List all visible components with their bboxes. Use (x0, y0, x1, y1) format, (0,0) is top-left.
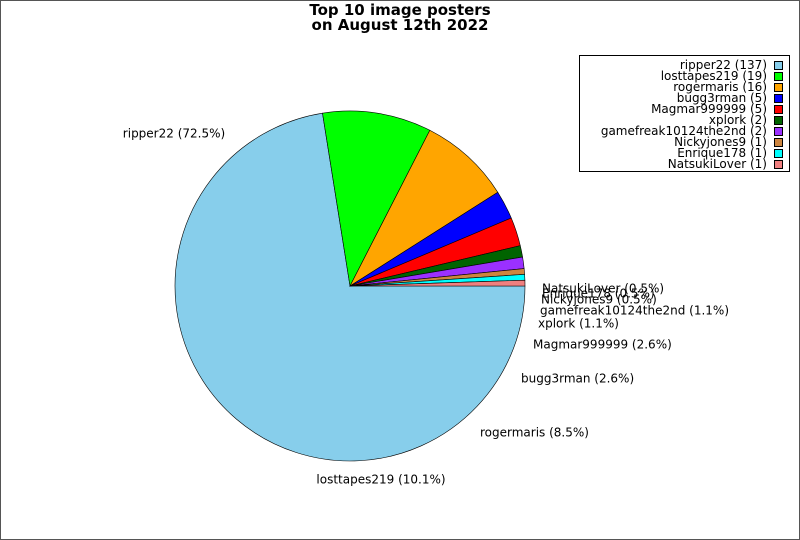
legend: ripper22 (137) losttapes219 (19) rogermari… (579, 55, 790, 172)
pie-label-bugg3rman: bugg3rman (2.6%) (521, 372, 634, 386)
pie-slice-natsukilover (349, 279, 526, 287)
legend-swatch (774, 149, 783, 158)
pie-label-gamefreak10124the2nd: gamefreak10124the2nd (1.1%) (540, 304, 729, 318)
legend-item-enrique178: Enrique178 (1) (677, 146, 783, 160)
legend-item-bugg3rman: bugg3rman (5) (676, 91, 783, 105)
chart-title-line-1: Top 10 image posters (309, 1, 491, 19)
legend-swatch (774, 61, 783, 70)
legend-label: xplork (2) (708, 113, 767, 127)
legend-item-rogermaris: rogermaris (16) (673, 80, 783, 94)
legend-label: ripper22 (137) (679, 58, 767, 72)
pie-label-xplork: xplork (1.1%) (538, 317, 619, 331)
legend-swatch (774, 160, 783, 169)
legend-swatch (774, 72, 783, 81)
legend-label: NatsukiLover (1) (667, 157, 767, 171)
legend-item-ripper22: ripper22 (137) (679, 58, 783, 72)
pie-label-nickyjones9: Nickyjones9 (0.5%) (541, 293, 657, 307)
pie-label-enrique178: Enrique178 (0.5%) (542, 287, 655, 301)
pie-label-ripper22: ripper22 (72.5%) (123, 127, 225, 141)
legend-label: gamefreak10124the2nd (2) (600, 124, 767, 138)
legend-swatch (774, 83, 783, 92)
legend-item-gamefreak10124the2nd: gamefreak10124the2nd (2) (600, 124, 783, 138)
legend-swatch (774, 138, 783, 147)
legend-label: losttapes219 (19) (660, 69, 767, 83)
pie-slices (174, 110, 526, 462)
pie-label-rogermaris: rogermaris (8.5%) (480, 426, 589, 440)
chart-title-line-2: on August 12th 2022 (311, 16, 489, 34)
legend-item-natsukilover: NatsukiLover (1) (667, 157, 783, 171)
legend-label: Magmar999999 (5) (651, 102, 767, 116)
legend-swatch (774, 127, 783, 136)
legend-swatch (774, 94, 783, 103)
pie-slice-losttapes219 (322, 110, 431, 287)
legend-item-xplork: xplork (2) (708, 113, 783, 127)
pie-label-losttapes219: losttapes219 (10.1%) (316, 473, 445, 487)
legend-label: rogermaris (16) (673, 80, 767, 94)
pie-label-natsukilover: NatsukiLover (0.5%) (542, 282, 664, 296)
pie-slice-ripper22 (174, 112, 526, 462)
legend-item-nickyjones9: Nickyjones9 (1) (674, 135, 783, 149)
pie-label-magmar999999: Magmar999999 (2.6%) (533, 338, 672, 352)
pie-slice-rogermaris (349, 129, 499, 287)
legend-swatch (774, 105, 783, 114)
legend-item-losttapes219: losttapes219 (19) (660, 69, 783, 83)
legend-label: Enrique178 (1) (677, 146, 767, 160)
legend-label: bugg3rman (5) (676, 91, 767, 105)
chart-title: Top 10 image posters on August 12th 2022 (1, 3, 799, 33)
legend-item-magmar999999: Magmar999999 (5) (651, 102, 783, 116)
pie-labels: ripper22 (72.5%) losttapes219 (10.1%) roge… (123, 127, 729, 487)
legend-label: Nickyjones9 (1) (674, 135, 767, 149)
legend-swatch (774, 116, 783, 125)
